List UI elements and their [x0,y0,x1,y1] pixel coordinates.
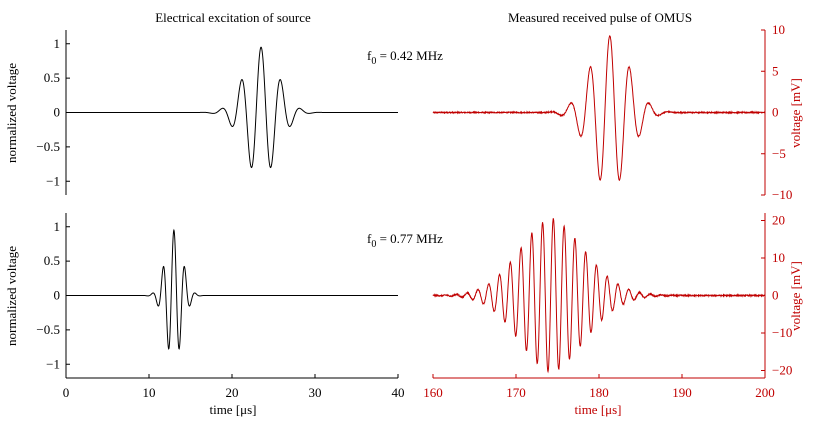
y-tick-label-3-0: −20 [772,363,792,378]
y-tick-label-1-0: −10 [772,187,792,202]
y-tick-label-1-4: 10 [772,22,785,37]
y-tick-label-1-1: −5 [772,146,786,161]
y-tick-label-3-2: 0 [772,288,779,303]
xlabel-left: time [μs] [209,402,256,417]
y-tick-label-1-2: 0 [772,105,779,120]
y-tick-label-0-3: 0.5 [44,70,60,85]
y-tick-label-0-0: −1 [46,173,60,188]
y-tick-label-2-4: 1 [54,219,61,234]
ylabel-bottom-right: voltage [mV] [788,261,803,331]
series-layer [66,35,766,374]
y-tick-label-1-3: 5 [772,63,779,78]
y-tick-label-2-1: −0.5 [36,322,60,337]
x-tick-label-2-3: 30 [309,385,322,400]
x-tick-label-3-4: 200 [755,385,775,400]
x-tick-label-3-3: 190 [672,385,692,400]
series-line-3 [432,218,766,374]
y-tick-label-3-4: 20 [772,213,785,228]
ylabel-bottom-left: normalized voltage [4,246,19,346]
annotation-top-rest: = 0.42 MHz [376,48,443,63]
y-tick-label-0-1: −0.5 [36,139,60,154]
y-tick-label-2-3: 0.5 [44,253,60,268]
x-tick-label-3-0: 160 [423,385,443,400]
y-tick-label-2-2: 0 [54,288,61,303]
ylabel-top-right: voltage [mV] [788,78,803,148]
y-tick-label-2-0: −1 [46,356,60,371]
series-line-2 [66,228,398,350]
annotation-bottom-rest: = 0.77 MHz [376,231,443,246]
annotation-bottom-sub: 0 [371,239,376,250]
annotation-bottom-f: f [367,231,372,246]
panel-title-right: Measured received pulse of OMUS [508,10,692,25]
ylabel-top-left: normalized voltage [4,63,19,163]
series-line-1 [432,35,765,182]
x-tick-label-2-1: 10 [143,385,156,400]
y-tick-label-0-2: 0 [54,105,61,120]
annotation-top-f: f [367,48,372,63]
x-tick-label-3-2: 180 [589,385,609,400]
annotation-top: f0 = 0.42 MHz [367,48,443,67]
panel-title-left: Electrical excitation of source [155,10,311,25]
y-tick-label-3-3: 10 [772,250,785,265]
x-tick-label-2-4: 40 [392,385,405,400]
x-tick-label-2-2: 20 [226,385,239,400]
annotation-top-sub: 0 [371,56,376,67]
annotation-bottom: f0 = 0.77 MHz [367,231,443,250]
x-tick-label-2-0: 0 [63,385,70,400]
x-tick-label-3-1: 170 [506,385,526,400]
xlabel-right: time [μs] [574,402,621,417]
series-line-0 [66,46,398,169]
y-tick-label-0-4: 1 [54,36,61,51]
y-tick-label-3-1: −10 [772,325,792,340]
